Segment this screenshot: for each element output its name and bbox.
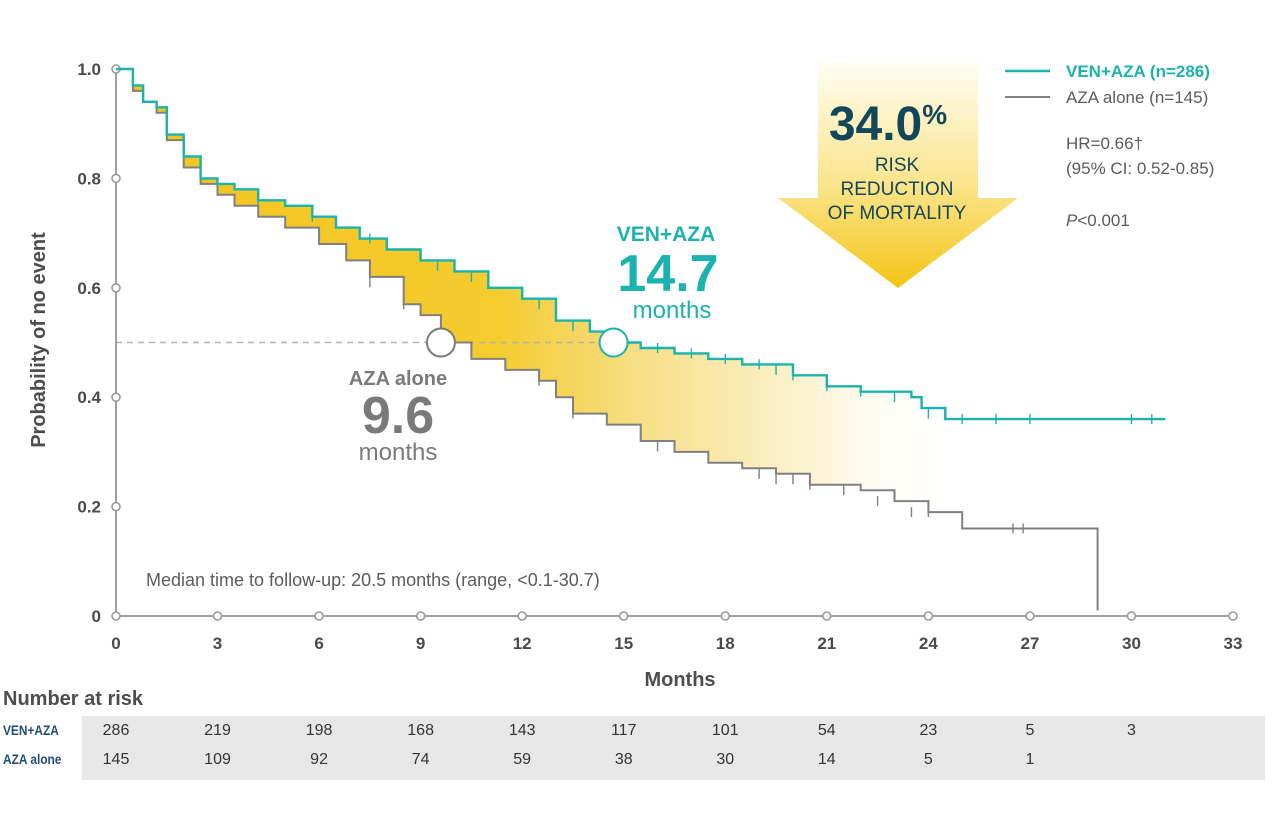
risk-table: 286 219 198 168 143 117 101 54 23 5 3 145 109 92 74 59 3…	[82, 716, 1265, 780]
y-axis-ticks: 0 0.2 0.4 0.6 0.8 1.0	[77, 60, 121, 626]
x-tick-mark	[1025, 611, 1035, 621]
risk-cell: 54	[817, 722, 836, 739]
x-axis-ticks: 0 3 6 9 12 15 18 21 24 27 30 33	[111, 611, 1243, 653]
ven-aza-median-marker	[598, 327, 629, 358]
aza-alone-median-label: AZA alone	[349, 368, 447, 390]
x-tick-mark	[720, 611, 731, 621]
x-axis-title: Months	[644, 669, 715, 691]
ven-aza-median-label: VEN+AZA	[617, 223, 716, 246]
x-tick-mark	[1228, 611, 1238, 621]
risk-cell: 145	[102, 751, 130, 768]
x-tick-mark	[923, 611, 934, 621]
risk-cell: 219	[204, 722, 231, 739]
risk-cell: 168	[407, 722, 434, 739]
risk-reduction-line-3: OF MORTALITY	[828, 203, 967, 224]
y-tick-label: 0.8	[77, 169, 101, 188]
x-tick-label: 24	[919, 634, 938, 653]
risk-reduction-percent: 34.0%	[829, 98, 947, 151]
legend-label-ven-aza: VEN+AZA (n=286)	[1066, 62, 1210, 81]
y-tick-label: 0.6	[77, 279, 101, 298]
y-axis-title: Probability of no event	[28, 232, 50, 448]
x-tick-label: 27	[1020, 634, 1039, 653]
aza-alone-median-unit: months	[359, 439, 438, 466]
risk-cell: 101	[711, 722, 739, 739]
risk-table-title: Number at risk	[3, 688, 144, 710]
x-tick-mark	[111, 611, 121, 621]
y-tick-label: 0.2	[77, 498, 101, 517]
risk-cell: 109	[204, 751, 231, 768]
risk-cell: 5	[923, 751, 933, 768]
x-tick-label: 12	[513, 634, 532, 653]
risk-cell: 30	[716, 751, 735, 768]
x-tick-mark	[618, 611, 629, 621]
x-tick-label: 21	[817, 634, 836, 653]
km-chart: 0 3 6 9 12 15 18 21 24 27 30 33 0 0.2 0.4 0.6 0.8 1.0 Mo…	[28, 60, 1243, 691]
ven-aza-median-value: 14.7	[617, 245, 718, 303]
risk-cell: 38	[614, 751, 633, 768]
ven-aza-curve	[116, 67, 1166, 421]
x-tick-label: 18	[716, 634, 735, 653]
risk-reduction-line-1: RISK	[875, 155, 920, 176]
x-tick-label: 9	[416, 634, 425, 653]
risk-cell: 286	[102, 722, 130, 739]
risk-cell: 92	[310, 751, 328, 768]
x-tick-mark	[822, 611, 832, 621]
y-tick-mark	[111, 392, 121, 403]
risk-cell: 14	[817, 751, 836, 768]
risk-row-label: AZA alone	[3, 751, 62, 767]
followup-note: Median time to follow-up: 20.5 months (r…	[146, 570, 600, 590]
x-tick-mark	[1126, 611, 1137, 621]
risk-percent-value: 34.0	[829, 98, 922, 151]
aza-alone-median-value: 9.6	[362, 387, 434, 445]
ven-aza-median-unit: months	[633, 297, 712, 324]
p-value-rest: <0.001	[1077, 211, 1129, 230]
hazard-ratio: HR=0.66†	[1066, 134, 1143, 153]
aza-alone-median-marker	[425, 327, 456, 358]
risk-reduction-line-2: REDUCTION	[841, 179, 954, 200]
x-tick-mark	[415, 611, 426, 621]
x-tick-label: 30	[1122, 634, 1141, 653]
risk-percent-sign: %	[922, 99, 947, 130]
legend-label-aza-alone: AZA alone (n=145)	[1066, 88, 1208, 107]
risk-reduction-arrow	[778, 62, 1018, 288]
y-tick-label: 0	[92, 607, 101, 626]
risk-cell: 117	[610, 722, 637, 739]
x-tick-mark	[314, 611, 324, 621]
y-tick-mark	[111, 282, 121, 293]
p-value-letter: P	[1066, 211, 1078, 230]
confidence-interval: (95% CI: 0.52-0.85)	[1066, 159, 1214, 178]
risk-cell: 143	[508, 722, 536, 739]
x-tick-label: 6	[314, 634, 323, 653]
x-tick-mark	[517, 611, 527, 621]
risk-cell: 59	[513, 751, 532, 768]
p-value: P<0.001	[1066, 211, 1130, 230]
x-tick-label: 0	[111, 634, 120, 653]
ven-aza-censor-marks	[257, 195, 1153, 425]
aza-alone-censor-marks	[369, 277, 1024, 534]
y-tick-label: 0.4	[77, 388, 101, 407]
risk-cell: 23	[919, 722, 938, 739]
x-tick-mark	[212, 611, 223, 621]
x-tick-label: 33	[1224, 634, 1243, 653]
y-tick-mark	[111, 501, 121, 512]
risk-cell: 198	[305, 722, 333, 739]
risk-cell: 3	[1127, 722, 1136, 739]
risk-cell: 1	[1025, 751, 1035, 768]
risk-cell: 5	[1025, 722, 1035, 739]
x-tick-label: 15	[614, 634, 633, 653]
risk-row-label: VEN+AZA	[3, 722, 59, 738]
risk-cell: 74	[411, 751, 430, 768]
y-tick-mark	[111, 173, 121, 184]
y-tick-label: 1.0	[77, 60, 101, 79]
x-tick-label: 3	[213, 634, 222, 653]
